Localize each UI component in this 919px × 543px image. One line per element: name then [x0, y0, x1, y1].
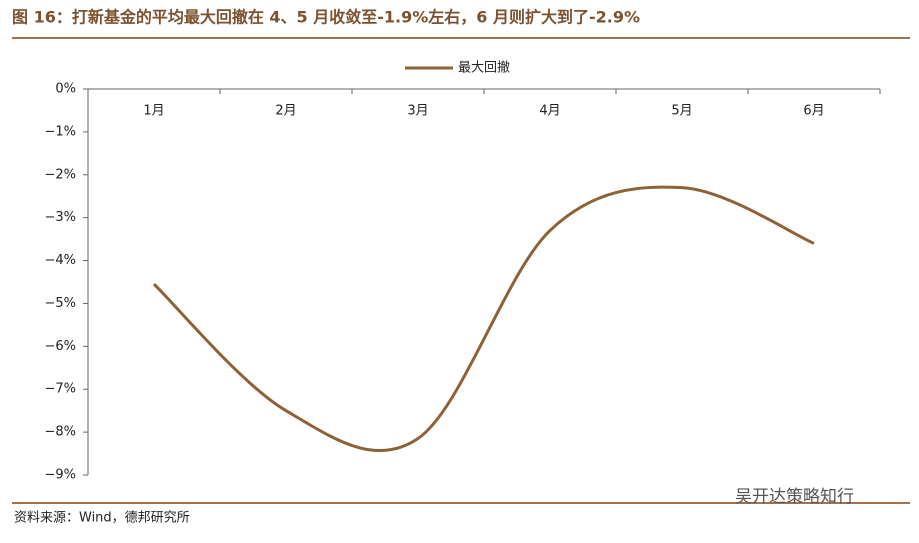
line — [152, 185, 815, 453]
y-tick-label: −7% — [44, 382, 76, 397]
legend-label: 最大回撤 — [458, 60, 510, 76]
x-tick-label: 1月 — [143, 104, 164, 119]
y-tick-label: −9% — [44, 468, 76, 483]
y-tick-label: −8% — [44, 425, 76, 440]
source: 资料来源：Wind，德邦研究所 — [14, 511, 190, 526]
x-tick-label: 5月 — [671, 104, 692, 119]
chart-title: 图 16：打新基金的平均最大回撤在 4、5 月收敛至-1.9%左右，6 月则扩大… — [12, 8, 640, 27]
x-tick-label: 3月 — [407, 104, 428, 119]
y-tick-label: 0% — [55, 82, 76, 97]
y-tick-label: −6% — [44, 339, 76, 354]
y-tick-label: −1% — [44, 124, 76, 139]
watermark: 吴开达策略知行 — [735, 487, 854, 507]
y-tick-label: −2% — [44, 167, 76, 182]
y-tick-label: −5% — [44, 296, 76, 311]
y-tick-label: −3% — [44, 210, 76, 225]
x-tick-label: 6月 — [803, 104, 824, 119]
x-tick-label: 2月 — [275, 104, 296, 119]
x-tick-label: 4月 — [539, 104, 560, 119]
y-tick-label: −4% — [44, 253, 76, 268]
